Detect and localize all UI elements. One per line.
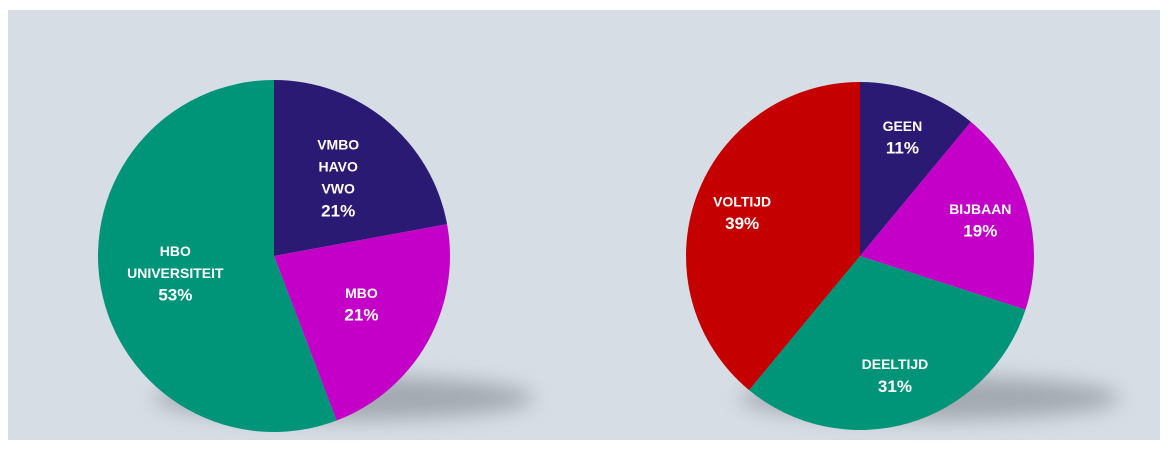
slice-label: HBO (160, 243, 191, 259)
pie-slice (274, 224, 450, 421)
slice-label: BIJBAAN (949, 201, 1011, 217)
pie-slice (749, 256, 1026, 431)
value-label: 53% (158, 286, 192, 305)
value-label: 11% (886, 139, 919, 158)
pie-slice (860, 82, 971, 256)
slice-label: VMBO (317, 137, 359, 153)
slice-label: DEELTIJD (862, 356, 929, 372)
value-label: 19% (963, 222, 997, 241)
pie-slice (685, 82, 860, 391)
charts: VMBO HAVO VWO 21% MBO 21% HBO UNIVERSITEIT 53% GE… (97, 80, 1120, 432)
value-label: 21% (344, 306, 378, 325)
value-label: 39% (725, 214, 759, 233)
pie-slice (274, 80, 448, 256)
slice-label: GEEN (883, 118, 923, 134)
slice-label: VWO (321, 181, 355, 197)
value-label: 31% (878, 377, 912, 396)
slice-label: HAVO (318, 159, 358, 175)
slice-label: VOLTIJD (713, 193, 771, 209)
pie-slice (97, 80, 337, 432)
slice-label: UNIVERSITEIT (127, 265, 224, 281)
pie-slice (860, 121, 1034, 310)
value-label: 21% (321, 201, 355, 220)
slice-label: MBO (345, 285, 378, 301)
